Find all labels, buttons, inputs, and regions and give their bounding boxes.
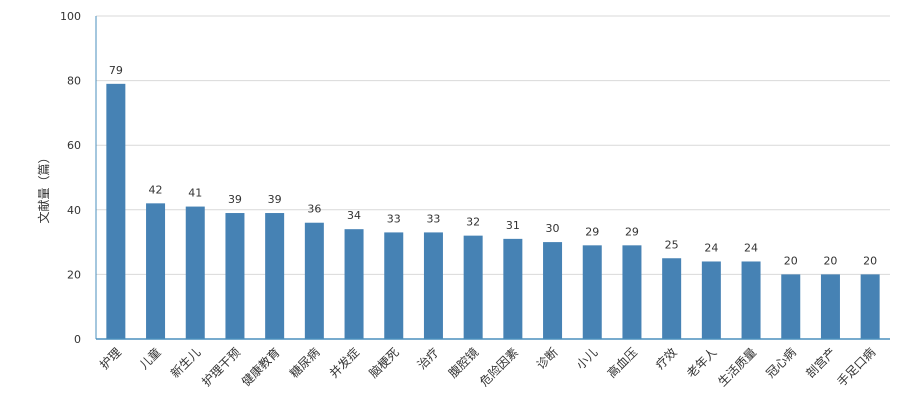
data-label: 20 bbox=[784, 254, 798, 267]
bar bbox=[185, 206, 205, 339]
data-label: 25 bbox=[665, 238, 679, 251]
y-tick-label: 0 bbox=[74, 333, 81, 346]
bar bbox=[106, 83, 126, 339]
data-label: 32 bbox=[466, 216, 480, 229]
x-tick-label: 手足口病 bbox=[834, 345, 879, 390]
data-label: 20 bbox=[863, 254, 877, 267]
data-label: 33 bbox=[426, 212, 440, 225]
y-tick-label: 80 bbox=[67, 75, 81, 88]
bars bbox=[106, 83, 880, 339]
bar bbox=[423, 232, 443, 339]
x-tick-label: 生活质量 bbox=[715, 345, 759, 389]
bar bbox=[344, 229, 364, 339]
data-label: 20 bbox=[823, 254, 837, 267]
x-tick-label: 诊断 bbox=[533, 345, 561, 373]
x-tick-label: 并发症 bbox=[326, 345, 362, 381]
bar bbox=[622, 245, 642, 339]
bar bbox=[146, 203, 166, 339]
data-label: 30 bbox=[546, 222, 560, 235]
x-tick-label: 冠心病 bbox=[763, 345, 799, 381]
data-label: 36 bbox=[307, 203, 321, 216]
x-tick-label: 护理 bbox=[97, 345, 124, 372]
x-tick-label: 治疗 bbox=[415, 345, 442, 372]
x-tick-label: 糖尿病 bbox=[286, 345, 322, 381]
bar bbox=[304, 222, 324, 339]
data-label: 39 bbox=[228, 193, 242, 206]
x-tick-label: 腹腔镜 bbox=[445, 345, 481, 381]
x-tick-label: 儿童 bbox=[136, 345, 164, 373]
x-tick-label: 新生儿 bbox=[167, 345, 203, 381]
y-tick-label: 60 bbox=[67, 139, 81, 152]
x-tick-label: 护理干预 bbox=[199, 345, 243, 389]
data-label: 33 bbox=[387, 212, 401, 225]
data-label: 39 bbox=[268, 193, 282, 206]
x-tick-label: 剖宫产 bbox=[802, 345, 838, 381]
gridlines bbox=[96, 15, 890, 275]
y-tick-label: 100 bbox=[60, 10, 81, 23]
data-labels: 79 42 41 39 39 36 34 33 33 32 31 30 29 29 25 24 24 20 20 20 bbox=[109, 64, 877, 268]
bar bbox=[265, 213, 285, 339]
y-axis-ticks: 0 20 40 60 80 100 bbox=[60, 10, 81, 346]
bar bbox=[225, 213, 245, 339]
x-tick-label: 高血压 bbox=[604, 345, 640, 381]
x-tick-label: 危险因素 bbox=[476, 345, 521, 390]
bar bbox=[662, 258, 682, 339]
bar bbox=[741, 261, 761, 339]
bar bbox=[463, 235, 483, 339]
data-label: 24 bbox=[744, 241, 758, 254]
data-label: 24 bbox=[704, 241, 718, 254]
data-label: 41 bbox=[188, 187, 202, 200]
x-tick-label: 健康教育 bbox=[238, 345, 283, 390]
data-label: 34 bbox=[347, 209, 361, 222]
bar bbox=[384, 232, 404, 339]
bar bbox=[701, 261, 721, 339]
bar bbox=[582, 245, 602, 339]
x-tick-label: 疗效 bbox=[652, 345, 680, 373]
data-label: 29 bbox=[625, 225, 639, 238]
data-label: 79 bbox=[109, 64, 123, 77]
bar bbox=[543, 242, 563, 339]
y-axis-label: 文献量（篇） bbox=[36, 151, 51, 223]
bar bbox=[503, 238, 523, 339]
bar bbox=[820, 274, 840, 339]
bar bbox=[781, 274, 801, 339]
x-tick-label: 老年人 bbox=[684, 345, 719, 380]
data-label: 29 bbox=[585, 225, 599, 238]
data-label: 31 bbox=[506, 219, 520, 232]
bar bbox=[860, 274, 880, 339]
y-tick-label: 40 bbox=[67, 204, 81, 217]
data-label: 42 bbox=[149, 183, 163, 196]
x-tick-label: 脑梗死 bbox=[366, 345, 402, 381]
x-tick-label: 小儿 bbox=[573, 345, 600, 372]
y-tick-label: 20 bbox=[67, 268, 81, 281]
